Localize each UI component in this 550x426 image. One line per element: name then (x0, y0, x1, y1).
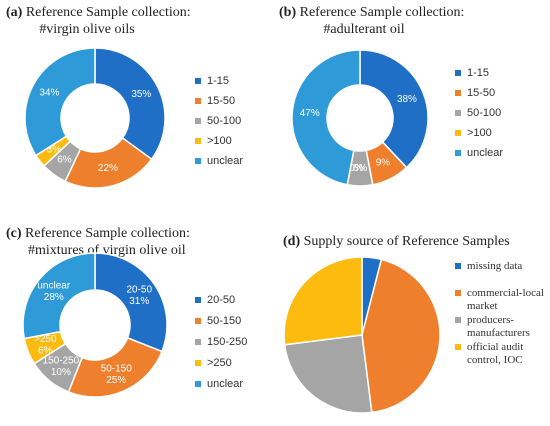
chart-b-data-label-1: 9% (376, 158, 391, 169)
chart-c-tag: (c) (6, 226, 22, 241)
chart-c-legend-label-4: unclear (207, 378, 243, 390)
chart-d-legend-label-1: commercial-local market (467, 287, 544, 312)
chart-c-legend-swatch-4 (195, 381, 201, 387)
chart-d-legend-swatch-0 (455, 263, 461, 269)
chart-c-data-label-0: 20-50 31% (126, 284, 152, 307)
chart-c-data-label-3: >250 6% (34, 334, 57, 357)
chart-b-slice-4 (291, 49, 361, 186)
chart-c-legend-swatch-1 (195, 318, 201, 324)
chart-b-legend-swatch-0 (455, 70, 461, 76)
chart-b-data-label-3: 0% (349, 163, 364, 174)
chart-c-legend-label-3: >250 (207, 357, 232, 369)
chart-a-legend-label-3: >100 (207, 135, 232, 147)
chart-a-data-label-1: 22% (98, 163, 118, 174)
chart-c-subtitle: #mixtures of virgin olive oil (28, 243, 186, 258)
chart-b-legend-label-4: unclear (467, 147, 503, 159)
chart-a-slice-4 (24, 47, 96, 157)
chart-d-slice-1 (361, 258, 441, 414)
chart-d-title-text: Supply source of Reference Samples (303, 234, 510, 249)
chart-a-data-label-2: 6% (57, 155, 72, 166)
chart-b-legend-swatch-1 (455, 90, 461, 96)
chart-b-legend-label-0: 1-15 (467, 67, 489, 79)
chart-b-title-text: Reference Sample collection: (299, 5, 465, 20)
chart-c-legend-swatch-0 (195, 297, 201, 303)
chart-a-tag: (a) (6, 5, 23, 20)
chart-a-title: (a) Reference Sample collection: #virgin… (6, 4, 276, 38)
chart-a-legend-swatch-4 (195, 158, 201, 164)
chart-c-data-label-4: unclear 28% (37, 280, 70, 303)
chart-a-legend-label-0: 1-15 (207, 75, 229, 87)
chart-a-legend-swatch-2 (195, 118, 201, 124)
chart-a-svg: 35% 22% 6%3% 34% 1-15 15-50 50-100 >100 unclear (24, 47, 243, 189)
chart-d-slice-3 (283, 256, 363, 346)
chart-b-legend-swatch-3 (455, 130, 461, 136)
chart-panel-a: (a) Reference Sample collection: #virgin… (0, 0, 275, 213)
chart-a-title-text: Reference Sample collection: (25, 5, 191, 20)
chart-d-legend-label-2: producers-manufacturers (467, 314, 530, 339)
chart-a-legend-swatch-0 (195, 78, 201, 84)
chart-d-legend-swatch-3 (455, 344, 461, 350)
chart-c-data-label-2: 150-250 10% (43, 355, 80, 378)
chart-d-legend-label-0: missing data (467, 260, 522, 272)
chart-a-legend-swatch-1 (195, 98, 201, 104)
chart-b-svg: 38% 9% 6%0% 47% 1-15 15-50 50-100 >100 unclear (291, 49, 503, 187)
chart-a-legend-label-1: 15-50 (207, 95, 235, 107)
chart-c-legend-label-1: 50-150 (207, 315, 241, 327)
chart-b-legend-label-2: 50-100 (467, 107, 501, 119)
chart-c-legend-swatch-3 (195, 360, 201, 366)
chart-a-legend-label-2: 50-100 (207, 115, 241, 127)
chart-d-tag: (d) (283, 234, 301, 249)
chart-b-title: (b) Reference Sample collection: #adulte… (279, 4, 549, 38)
chart-c-legend-swatch-2 (195, 339, 201, 345)
chart-d-legend-label-3: official audit control, IOC (467, 341, 523, 366)
chart-a-legend-label-4: unclear (207, 155, 243, 167)
chart-b-data-label-4: 47% (300, 108, 320, 119)
chart-c-legend-label-0: 20-50 (207, 294, 235, 306)
chart-b-data-label-0: 38% (397, 94, 417, 105)
chart-a-data-label-0: 35% (131, 89, 151, 100)
chart-d-svg: missing data commercial-local marketproduc… (283, 256, 544, 414)
chart-b-legend-label-1: 15-50 (467, 87, 495, 99)
chart-c-title-text: Reference Sample collection: (25, 226, 190, 241)
chart-c-slice-0 (94, 252, 168, 353)
chart-a-data-label-4: 34% (39, 88, 59, 99)
chart-b-legend-swatch-2 (455, 110, 461, 116)
chart-a-legend-swatch-3 (195, 138, 201, 144)
chart-d-legend-swatch-1 (455, 290, 461, 296)
chart-b-legend-swatch-4 (455, 150, 461, 156)
chart-a-data-label-3: 3% (47, 145, 62, 156)
chart-b-subtitle: #adulterant oil (323, 22, 405, 37)
chart-b-legend-label-3: >100 (467, 127, 492, 139)
chart-b-tag: (b) (279, 5, 297, 20)
chart-panel-d: (d) Supply source of Reference Samples m… (275, 213, 550, 426)
chart-a-slice-0 (94, 47, 166, 161)
chart-a-subtitle: #virgin olive oils (39, 22, 135, 37)
chart-c-svg: 20-50 31% 50-150 25% 150-250 10%>250 6% unclear… (22, 252, 247, 398)
chart-c-slice-4 (22, 252, 96, 340)
chart-b-slice-0 (359, 49, 429, 169)
chart-d-legend-swatch-2 (455, 317, 461, 323)
chart-b-data-label-2: 6% (353, 163, 368, 174)
chart-d-title: (d) Supply source of Reference Samples (283, 233, 550, 250)
chart-panel-c: (c) Reference Sample collection: #mixtur… (0, 213, 275, 426)
chart-c-legend-label-2: 150-250 (207, 336, 247, 348)
chart-panel-b: (b) Reference Sample collection: #adulte… (275, 0, 550, 213)
chart-c-title: (c) Reference Sample collection: #mixtur… (6, 225, 276, 259)
chart-d-slice-2 (283, 334, 373, 414)
chart-c-data-label-1: 50-150 25% (101, 363, 133, 386)
